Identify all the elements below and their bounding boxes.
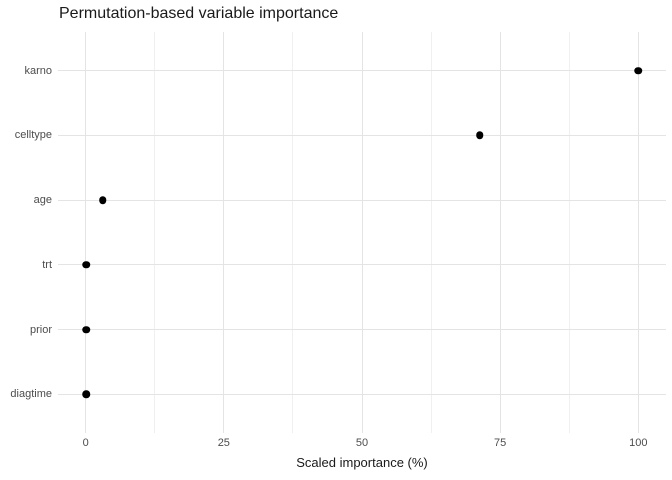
x-tick-label: 50: [355, 437, 369, 449]
x-tick-label: 25: [217, 437, 230, 449]
data-point: [99, 196, 107, 204]
grid-row-line: [58, 199, 666, 201]
grid-minor-line: [154, 32, 156, 433]
grid-minor-line: [568, 32, 570, 433]
grid-minor-line: [292, 32, 294, 433]
y-axis-label: prior: [29, 323, 52, 336]
y-axis-label: diagtime: [10, 388, 52, 401]
grid-major-line: [637, 32, 639, 433]
y-axis-label: karno: [24, 64, 52, 77]
plot-panel: [58, 32, 666, 433]
x-axis-title: Scaled importance (%): [296, 455, 428, 470]
grid-row-line: [58, 70, 666, 72]
data-point: [634, 67, 643, 75]
x-tick-label: 100: [629, 437, 648, 449]
x-tick-label: 75: [494, 437, 507, 449]
data-point: [475, 131, 484, 140]
data-point: [82, 261, 90, 269]
grid-major-line: [361, 32, 363, 433]
y-axis-label: celltype: [14, 129, 52, 142]
data-point: [82, 390, 90, 398]
data-point: [82, 325, 90, 334]
grid-major-line: [223, 32, 225, 433]
chart-title: Permutation-based variable importance: [59, 5, 339, 22]
y-axis-label: trt: [42, 258, 52, 271]
grid-row-line: [58, 393, 666, 395]
grid-row-line: [58, 134, 666, 136]
grid-major-line: [499, 32, 501, 433]
grid-major-line: [85, 32, 87, 433]
grid-row-line: [58, 264, 666, 266]
grid-minor-line: [430, 32, 432, 433]
grid-row-line: [58, 329, 666, 331]
x-tick-label: 0: [82, 437, 89, 449]
y-axis-label: age: [33, 194, 52, 207]
